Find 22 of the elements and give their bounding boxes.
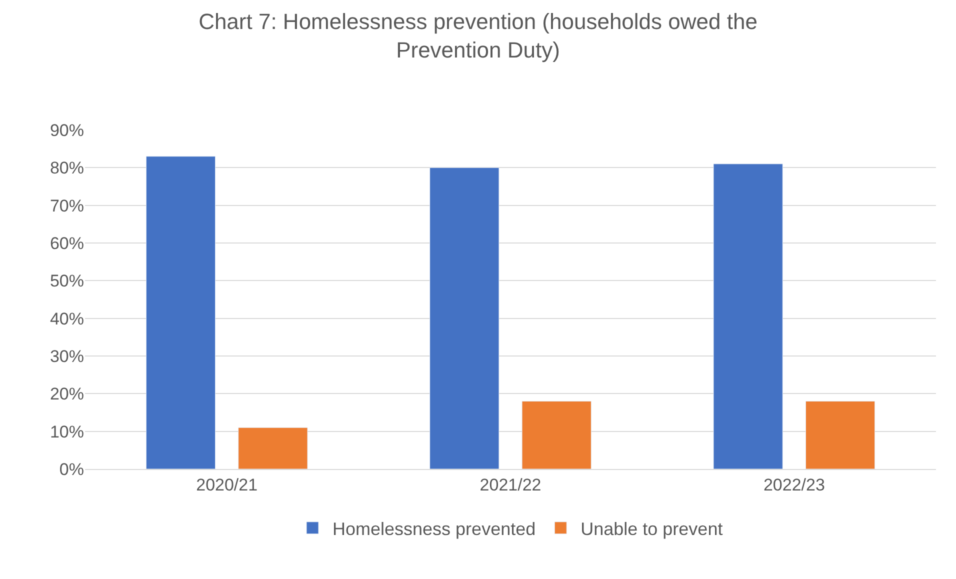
y-tick-label: 30%: [50, 346, 84, 366]
bar: [805, 400, 876, 469]
bar: [713, 164, 783, 469]
y-tick-label: 20%: [50, 384, 84, 404]
x-tick-label: 2021/22: [480, 475, 542, 494]
y-tick-label: 0%: [59, 460, 84, 479]
y-tick-label: 50%: [50, 272, 84, 291]
chart-title: Chart 7: Homelessness prevention (households owed the Prevention Duty): [198, 8, 758, 63]
legend-label: Homelessness prevented: [332, 518, 536, 539]
y-tick-label: 70%: [50, 196, 84, 216]
bar: [430, 167, 500, 469]
y-tick-label: 60%: [50, 234, 84, 253]
x-tick-label: 2022/23: [763, 475, 825, 494]
y-tick-label: 40%: [50, 309, 84, 328]
x-tick-label: 2020/21: [196, 475, 258, 494]
y-tick-label: 80%: [50, 158, 84, 178]
bar: [522, 400, 592, 469]
legend-label: Unable to prevent: [580, 518, 723, 539]
y-tick-label: 90%: [50, 120, 84, 140]
y-tick-label: 10%: [50, 422, 84, 442]
bar: [146, 156, 216, 469]
bar: [238, 427, 308, 469]
